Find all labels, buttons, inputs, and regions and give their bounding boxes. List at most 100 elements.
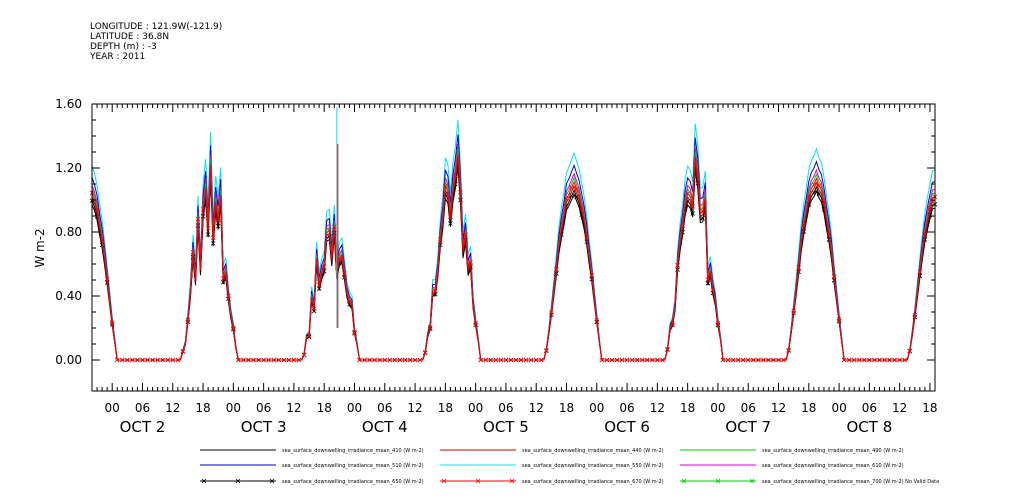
series-marker: [665, 346, 670, 352]
series-marker: [559, 226, 564, 231]
x-tick-label: 06: [741, 401, 756, 415]
x-tick-label: 06: [377, 401, 392, 415]
series-marker: [720, 357, 726, 363]
series-marker: [554, 267, 559, 272]
series-marker: [448, 221, 453, 226]
series-marker: [387, 357, 393, 363]
x-tick-label: 06: [498, 401, 513, 415]
y-tick-label: 1.60: [55, 97, 82, 111]
series-marker: [533, 357, 539, 363]
series-marker: [99, 237, 105, 242]
series-marker: [771, 357, 776, 363]
series-marker: [801, 222, 807, 228]
x-day-label: OCT 2: [120, 418, 166, 436]
legend-label: sea_surface_downwelling_irradiance_mean_…: [522, 448, 664, 454]
series-marker: [362, 357, 367, 363]
series-marker: [215, 217, 221, 223]
year-line: YEAR : 2011: [90, 52, 146, 62]
series-marker: [786, 347, 791, 353]
series-line: [91, 120, 936, 361]
series-marker: [372, 357, 377, 363]
series-marker: [170, 357, 176, 363]
series-marker: [125, 357, 130, 363]
series-marker: [276, 357, 282, 363]
y-tick-label: 1.20: [55, 161, 82, 175]
series-marker: [326, 228, 332, 233]
series-marker: [160, 357, 165, 363]
series-marker: [104, 276, 110, 282]
series-marker: [266, 357, 271, 363]
series-marker: [846, 357, 852, 363]
series-line: [91, 148, 936, 361]
series-marker: [301, 352, 307, 357]
y-tick-label: 0.80: [55, 225, 82, 239]
series-marker: [488, 357, 494, 363]
x-tick-label: 18: [317, 401, 332, 415]
series-marker: [856, 357, 862, 363]
series-marker: [427, 325, 433, 330]
series-marker: [680, 223, 685, 229]
legend-label: sea_surface_downwelling_irradiance_mean_…: [282, 479, 424, 485]
legend-label: sea_surface_downwelling_irradiance_mean_…: [762, 448, 904, 454]
series-marker: [639, 357, 645, 363]
x-tick-label: 12: [529, 401, 544, 415]
x-tick-label: 00: [710, 401, 725, 415]
x-tick-label: 00: [589, 401, 604, 415]
series-marker: [544, 348, 549, 353]
legend: sea_surface_downwelling_irradiance_mean_…: [200, 448, 939, 485]
legend-label: sea_surface_downwelling_irradiance_mean_…: [762, 479, 939, 485]
x-tick-label: 18: [922, 401, 937, 415]
series-marker: [215, 223, 221, 229]
x-tick-label: 18: [559, 401, 574, 415]
legend-marker: [269, 478, 275, 484]
series-marker: [725, 357, 731, 363]
series-marker: [286, 357, 292, 363]
series-marker: [417, 357, 423, 363]
series-marker: [670, 321, 675, 326]
series-marker: [236, 357, 241, 363]
series-marker: [226, 293, 231, 299]
x-tick-label: 18: [438, 401, 453, 415]
series-marker: [851, 357, 857, 363]
series-marker: [407, 357, 413, 363]
x-tick-label: 06: [256, 401, 271, 415]
legend-marker: [201, 478, 207, 484]
legend-marker: [475, 478, 481, 484]
series-marker: [735, 357, 741, 363]
series-marker: [291, 357, 297, 363]
series-marker: [165, 357, 171, 363]
series-marker: [877, 357, 882, 363]
series-marker: [811, 182, 817, 187]
series-marker: [321, 264, 327, 270]
series-marker: [175, 357, 181, 363]
series-marker: [685, 191, 690, 196]
series-marker: [594, 317, 600, 323]
series-marker: [468, 259, 473, 265]
series-marker: [897, 357, 902, 363]
series-marker: [493, 357, 499, 363]
x-day-label: OCT 4: [362, 418, 408, 436]
series-marker: [120, 357, 125, 363]
series-marker: [700, 216, 706, 221]
series-marker: [761, 357, 766, 363]
series-marker: [710, 287, 716, 293]
x-tick-label: 12: [407, 401, 422, 415]
series-marker: [392, 357, 398, 363]
depth-line: DEPTH (m) : -3: [90, 42, 157, 52]
series-marker: [766, 357, 771, 363]
series-marker: [650, 357, 655, 363]
series-marker: [695, 172, 701, 177]
series-marker: [730, 357, 736, 363]
legend-label: sea_surface_downwelling_irradiance_mean_…: [522, 463, 664, 469]
series-marker: [836, 317, 842, 322]
series-marker: [412, 357, 418, 363]
series-marker: [564, 196, 569, 201]
series-marker: [862, 357, 867, 363]
series-marker: [114, 357, 120, 363]
legend-marker: [441, 478, 447, 484]
series-marker: [589, 272, 595, 278]
series-marker: [816, 183, 822, 188]
x-tick-label: 12: [892, 401, 907, 415]
series-marker: [311, 306, 317, 311]
latitude-line: LATITUDE : 36.8N: [90, 32, 170, 42]
